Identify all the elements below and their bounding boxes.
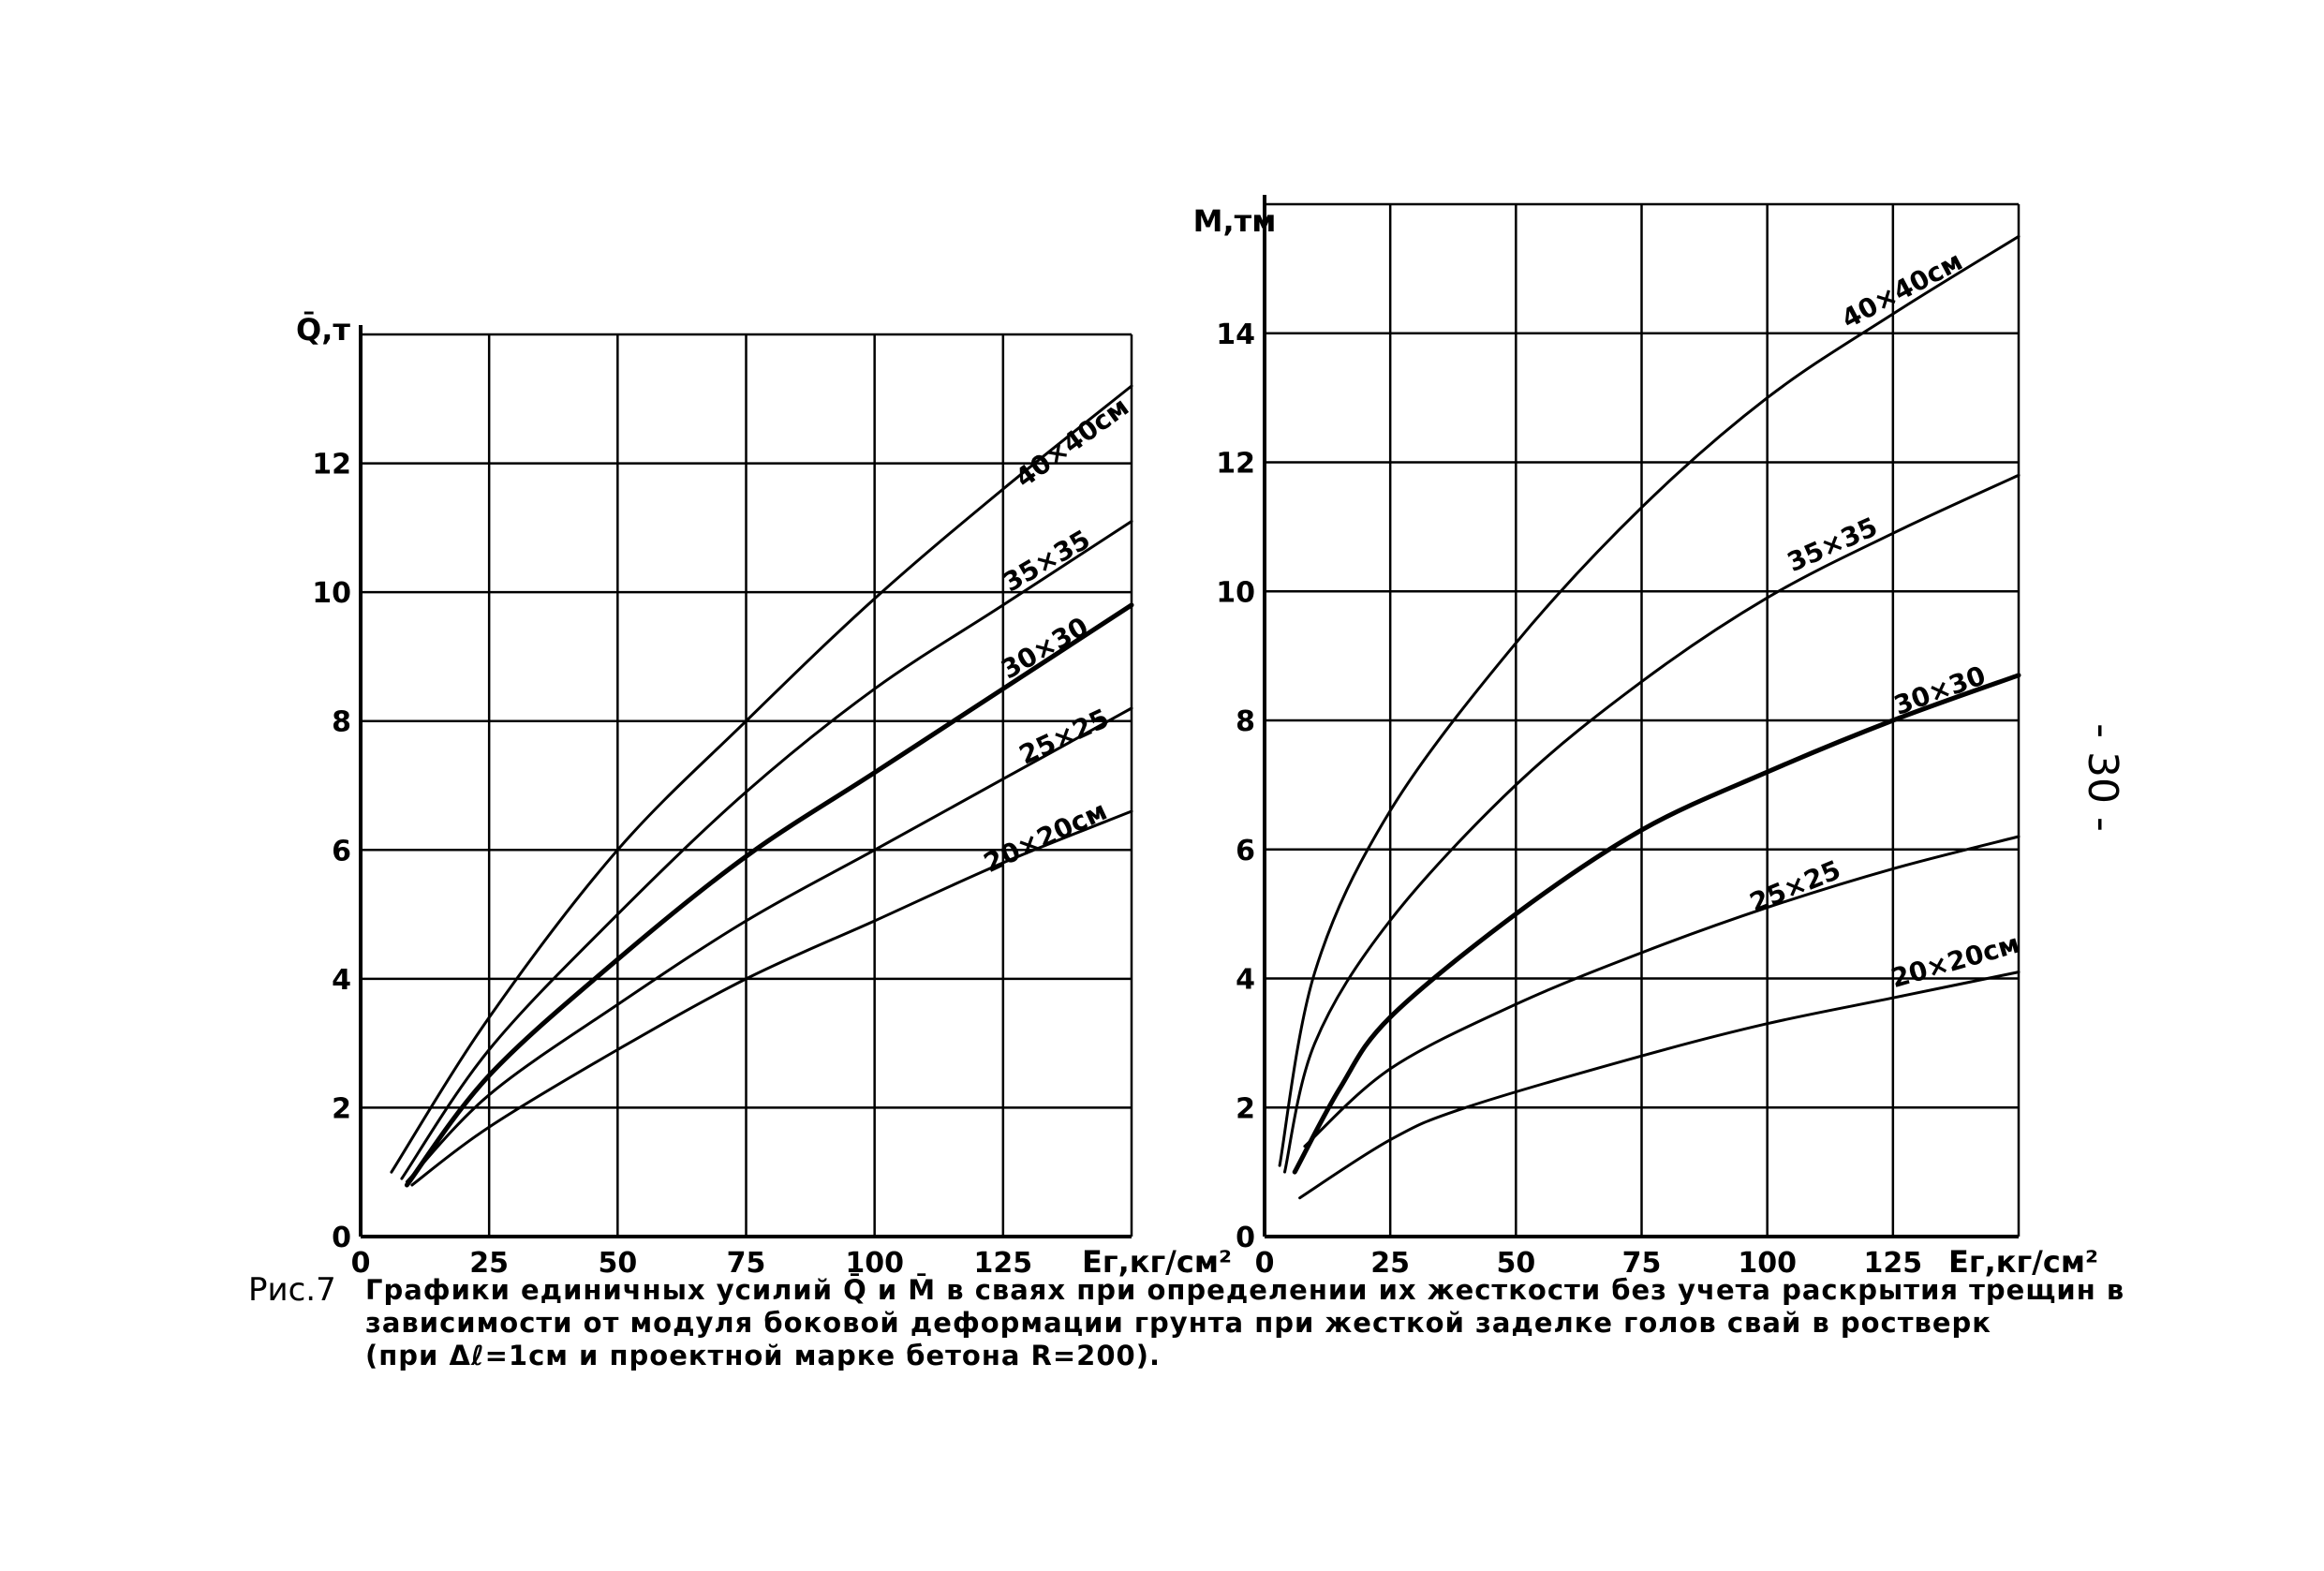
page-number: - 30 - xyxy=(2079,723,2126,832)
x-axis-label: Eг,кг/см² xyxy=(1948,1244,2098,1280)
x-tick-label: 25 xyxy=(469,1247,509,1280)
series-label-5: 20×20см xyxy=(979,795,1112,879)
y-tick-label: 2 xyxy=(332,1092,351,1125)
x-tick-label: 50 xyxy=(1496,1247,1535,1280)
y-tick-label: 10 xyxy=(312,577,351,610)
series-line-3 xyxy=(404,602,1134,1188)
series-line-2 xyxy=(1283,473,2021,1174)
x-tick-label: 125 xyxy=(974,1247,1033,1280)
series-line-5 xyxy=(410,809,1133,1187)
x-tick-label: 0 xyxy=(1255,1247,1275,1280)
series-line-1 xyxy=(390,384,1133,1174)
y-tick-label: 2 xyxy=(1236,1092,1255,1125)
x-tick-label: 100 xyxy=(1738,1247,1797,1280)
series-label-2: 35×35 xyxy=(1783,511,1882,578)
x-tick-label: 0 xyxy=(351,1247,371,1280)
series-label-4: 25×25 xyxy=(1745,854,1844,919)
y-axis-label: Q̄,т xyxy=(296,312,350,348)
y-tick-label: 4 xyxy=(332,964,351,997)
figure-number: Рис.7 xyxy=(248,1271,336,1309)
caption-line-1: Графики единичных усилий Q̄ и M̄ в сваях… xyxy=(365,1274,2125,1306)
y-tick-label: 8 xyxy=(332,706,351,739)
y-tick-label: 14 xyxy=(1216,319,1255,351)
series-label-1: 40×40см xyxy=(1837,245,1968,334)
x-tick-label: 125 xyxy=(1864,1247,1923,1280)
series-line-1 xyxy=(1278,234,2021,1167)
series-label-3: 30×30 xyxy=(996,611,1093,685)
series-label-3: 30×30 xyxy=(1889,660,1990,721)
x-tick-label: 50 xyxy=(598,1247,637,1280)
series-label-2: 35×35 xyxy=(998,524,1095,598)
y-axis-label: M,тм xyxy=(1193,203,1277,239)
series-line-4 xyxy=(1303,835,2021,1149)
y-tick-label: 12 xyxy=(1216,448,1255,481)
series-label-1: 40×40см xyxy=(1010,392,1134,495)
y-tick-label: 10 xyxy=(1216,576,1255,609)
series-label-4: 25×25 xyxy=(1014,703,1114,771)
caption-line-3: (при Δℓ=1см и проектной марке бетона R=2… xyxy=(365,1340,1161,1371)
caption-line-2: зависимости от модуля боковой деформации… xyxy=(365,1307,1991,1339)
y-tick-label: 8 xyxy=(1236,705,1255,738)
series-line-2 xyxy=(400,520,1133,1180)
y-tick-label: 6 xyxy=(332,835,351,867)
y-tick-label: 12 xyxy=(312,449,351,482)
series-line-3 xyxy=(1292,673,2021,1175)
y-tick-label: 4 xyxy=(1236,964,1255,997)
y-tick-label: 0 xyxy=(332,1222,351,1254)
chart-m-vs-eg: 0 25 50 75 100 125 0 2 4 6 8 10 12 14 M,тм Eг,кг/см² 40×… xyxy=(1193,195,2098,1280)
y-tick-label: 0 xyxy=(1236,1222,1255,1254)
x-tick-label: 100 xyxy=(845,1247,904,1280)
series-line-4 xyxy=(405,706,1133,1183)
x-tick-label: 75 xyxy=(727,1247,766,1280)
y-tick-label: 6 xyxy=(1236,835,1255,867)
series-line-5 xyxy=(1298,971,2021,1200)
x-axis-label: Eг,кг/см² xyxy=(1082,1244,1232,1280)
x-tick-label: 75 xyxy=(1622,1247,1662,1280)
chart-q-vs-eg: 0 25 50 75 100 125 0 2 4 6 8 10 12 Q̄,т Eг,кг/см² 40×40… xyxy=(296,312,1232,1280)
x-tick-label: 25 xyxy=(1370,1247,1410,1280)
